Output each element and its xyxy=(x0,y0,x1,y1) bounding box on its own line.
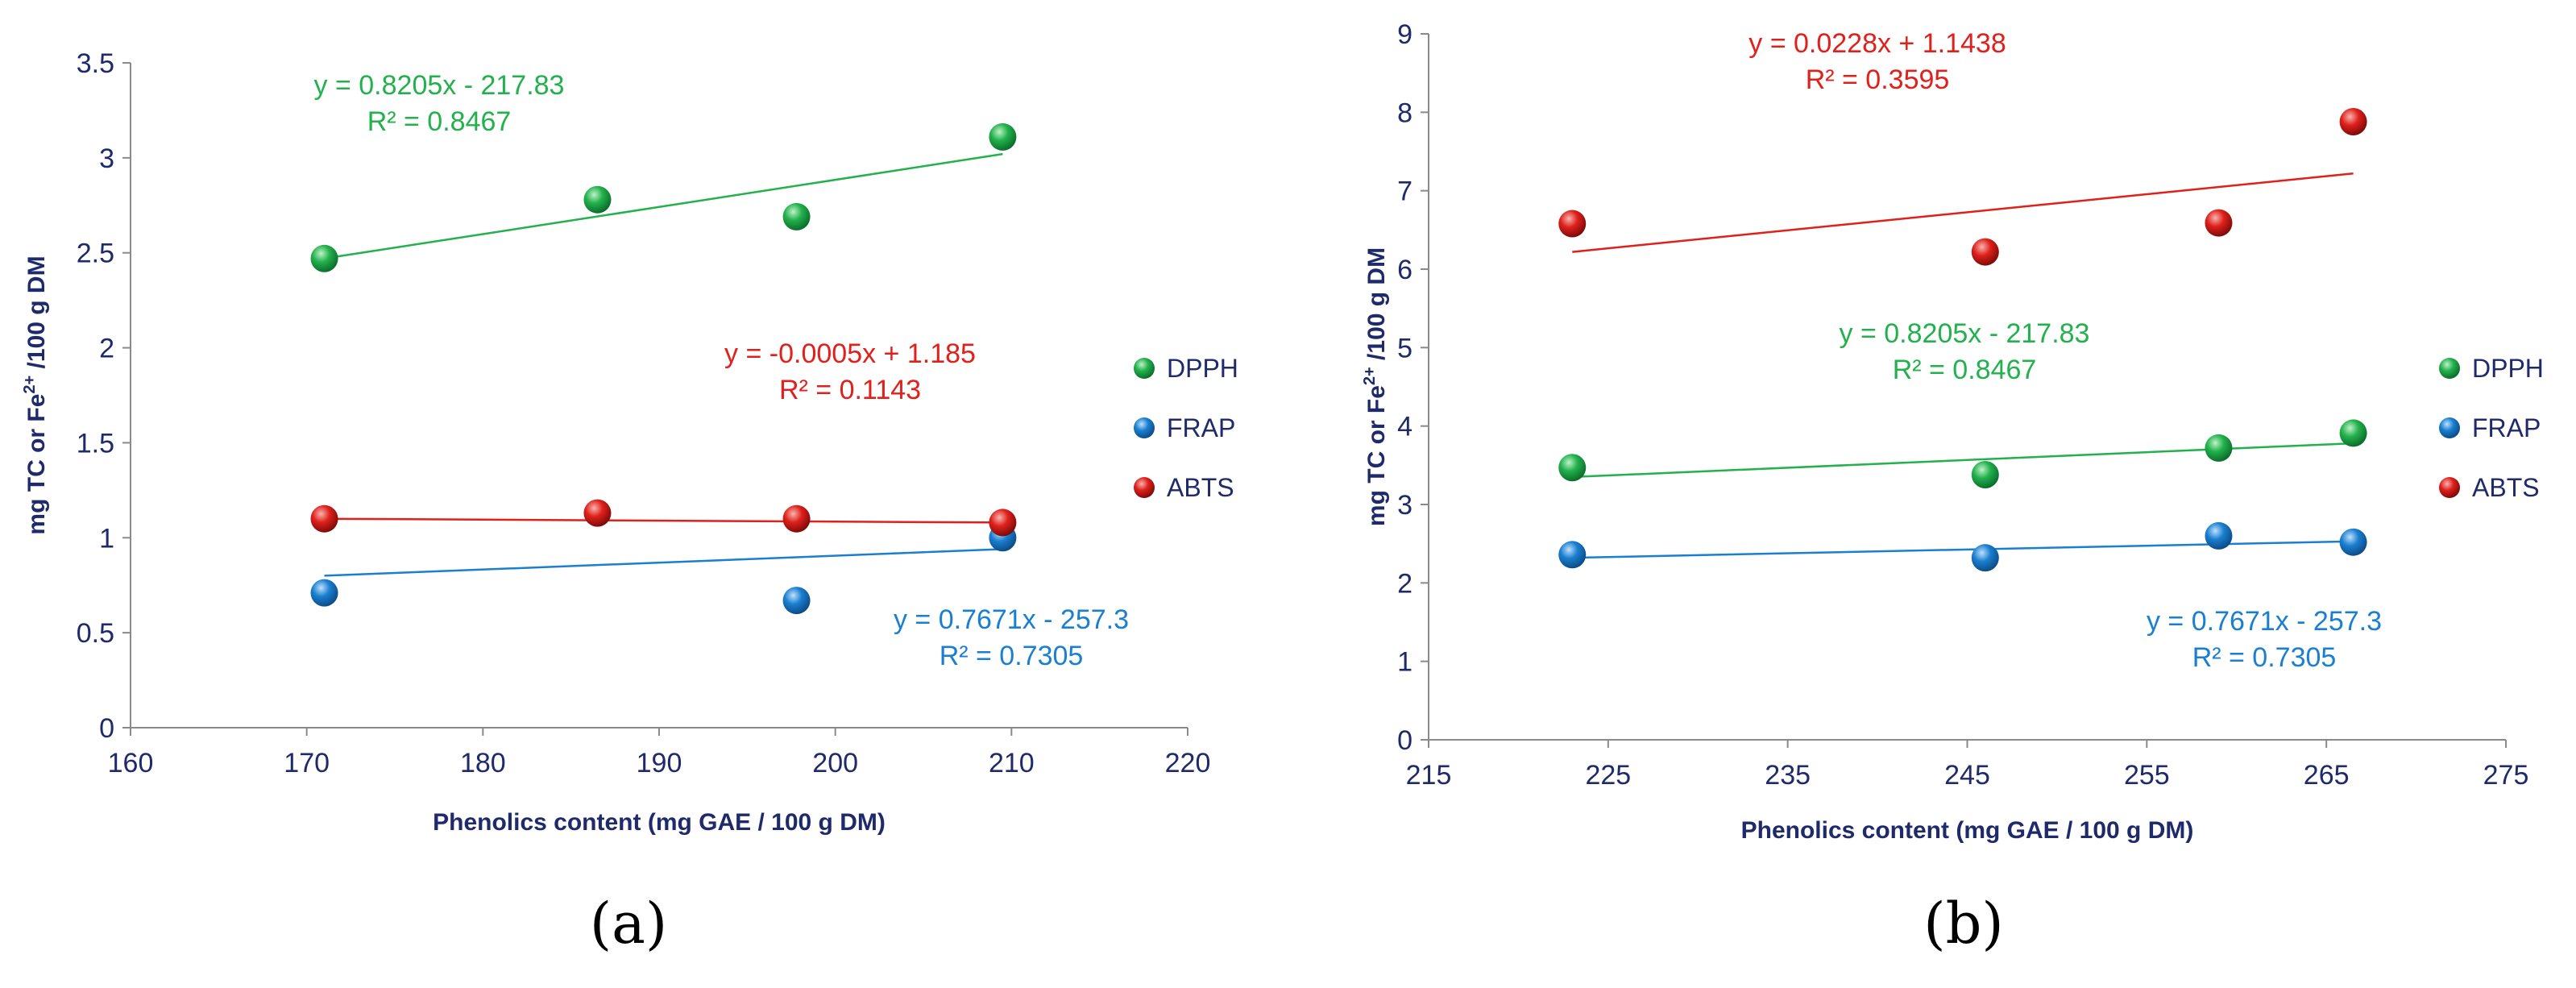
legend-marker-frap xyxy=(2439,417,2460,438)
data-point-abts xyxy=(583,499,612,527)
y-tick-label: 2 xyxy=(1397,568,1412,599)
panel-label: (b) xyxy=(1923,890,2003,957)
y-tick-label: 3 xyxy=(99,143,114,174)
data-point-dpph xyxy=(989,122,1017,151)
x-tick-label: 160 xyxy=(108,748,154,778)
data-point-dpph xyxy=(1971,461,1999,489)
equation-abts: y = -0.0005x + 1.185 xyxy=(724,338,976,369)
x-tick-label: 170 xyxy=(284,748,330,778)
trendline-dpph xyxy=(1572,442,2354,479)
r-squared-dpph: R² = 0.8467 xyxy=(367,106,512,137)
data-point-abts xyxy=(1558,210,1587,238)
y-tick-label: 9 xyxy=(1397,19,1412,50)
r-squared-abts: R² = 0.3595 xyxy=(1806,64,1950,95)
x-tick-label: 200 xyxy=(812,748,858,778)
x-tick-label: 225 xyxy=(1585,760,1631,791)
data-point-abts xyxy=(989,509,1017,537)
equation-frap: y = 0.7671x - 257.3 xyxy=(2147,606,2382,637)
data-point-frap xyxy=(2339,528,2367,556)
y-tick-label: 1 xyxy=(1397,647,1412,678)
data-point-abts xyxy=(2339,108,2367,136)
equation-dpph: y = 0.8205x - 217.83 xyxy=(314,70,565,101)
data-point-frap xyxy=(1971,544,1999,572)
x-tick-label: 235 xyxy=(1765,760,1811,791)
x-tick-label: 255 xyxy=(2124,760,2170,791)
equation-frap: y = 0.7671x - 257.3 xyxy=(894,604,1129,635)
x-tick-label: 275 xyxy=(2483,760,2529,791)
y-tick-label: 0 xyxy=(1397,725,1412,756)
trendline-dpph xyxy=(324,152,1003,260)
data-point-frap xyxy=(1558,541,1587,569)
y-axis-label: mg TC or Fe2+ /100 g DM xyxy=(1361,247,1390,526)
data-point-abts xyxy=(782,504,811,533)
legend-label-frap: FRAP xyxy=(2472,413,2541,442)
x-tick-label: 190 xyxy=(637,748,682,778)
y-tick-label: 3 xyxy=(1397,490,1412,521)
y-tick-label: 0 xyxy=(99,713,114,744)
data-point-frap xyxy=(2205,521,2233,550)
x-tick-label: 265 xyxy=(2304,760,2350,791)
y-tick-label: 8 xyxy=(1397,98,1412,128)
data-point-abts xyxy=(310,504,338,533)
x-tick-label: 245 xyxy=(1944,760,1990,791)
legend-marker-dpph xyxy=(1134,358,1155,379)
x-tick-label: 215 xyxy=(1406,760,1452,791)
y-tick-label: 3.5 xyxy=(77,48,114,79)
data-point-abts xyxy=(1971,238,1999,266)
y-tick-label: 6 xyxy=(1397,255,1412,285)
data-point-dpph xyxy=(310,244,338,272)
legend-label-dpph: DPPH xyxy=(1167,354,1238,383)
data-point-dpph xyxy=(583,185,612,214)
trendline-frap xyxy=(324,548,1003,577)
y-tick-label: 4 xyxy=(1397,412,1412,442)
chart-panel-a: 0 0.5 1 1.5 2 2.5 3 3.5 160 170 180 190 200 210 220 Phe… xyxy=(21,48,1238,957)
data-point-dpph xyxy=(1558,454,1587,482)
chart-panel-b: 0 1 2 3 4 5 6 7 8 9 215 225 235 245 255 265 275 Phenolics… xyxy=(1361,19,2544,957)
equation-dpph: y = 0.8205x - 217.83 xyxy=(1840,318,2090,349)
y-axis-label: mg TC or Fe2+ /100 g DM xyxy=(21,255,50,534)
trendline-abts xyxy=(324,517,1003,524)
r-squared-frap: R² = 0.7305 xyxy=(940,641,1084,671)
y-tick-label: 1.5 xyxy=(77,428,114,459)
r-squared-abts: R² = 0.1143 xyxy=(779,375,921,405)
legend-label-frap: FRAP xyxy=(1167,413,1235,442)
y-tick-label: 7 xyxy=(1397,176,1412,207)
legend-marker-abts xyxy=(1134,477,1155,498)
legend-marker-frap xyxy=(1134,417,1155,438)
legend-label-dpph: DPPH xyxy=(2472,354,2544,383)
legend-label-abts: ABTS xyxy=(1167,473,1234,502)
x-tick-label: 210 xyxy=(989,748,1035,778)
data-point-abts xyxy=(2205,209,2233,237)
r-squared-dpph: R² = 0.8467 xyxy=(1893,355,2037,385)
y-tick-label: 1 xyxy=(99,523,114,554)
equation-abts: y = 0.0228x + 1.1438 xyxy=(1748,28,2006,59)
data-point-dpph xyxy=(2339,419,2367,447)
data-point-frap xyxy=(782,587,811,615)
trendline-frap xyxy=(1572,540,2354,559)
y-tick-label: 2 xyxy=(99,334,114,364)
legend-marker-abts xyxy=(2439,477,2460,498)
x-tick-label: 220 xyxy=(1165,748,1211,778)
legend-label-abts: ABTS xyxy=(2472,473,2540,502)
x-axis-label: Phenolics content (mg GAE / 100 g DM) xyxy=(1741,817,2194,844)
r-squared-frap: R² = 0.7305 xyxy=(2192,642,2337,673)
data-point-dpph xyxy=(2205,434,2233,462)
x-tick-label: 180 xyxy=(460,748,506,778)
y-tick-label: 2.5 xyxy=(77,239,114,269)
legend-marker-dpph xyxy=(2439,358,2460,379)
trendline-abts xyxy=(1572,172,2354,253)
y-tick-label: 5 xyxy=(1397,333,1412,363)
data-point-dpph xyxy=(782,202,811,230)
panel-label: (a) xyxy=(590,890,667,957)
x-axis-label: Phenolics content (mg GAE / 100 g DM) xyxy=(433,809,886,836)
data-point-frap xyxy=(310,579,338,607)
y-tick-label: 0.5 xyxy=(77,618,114,649)
